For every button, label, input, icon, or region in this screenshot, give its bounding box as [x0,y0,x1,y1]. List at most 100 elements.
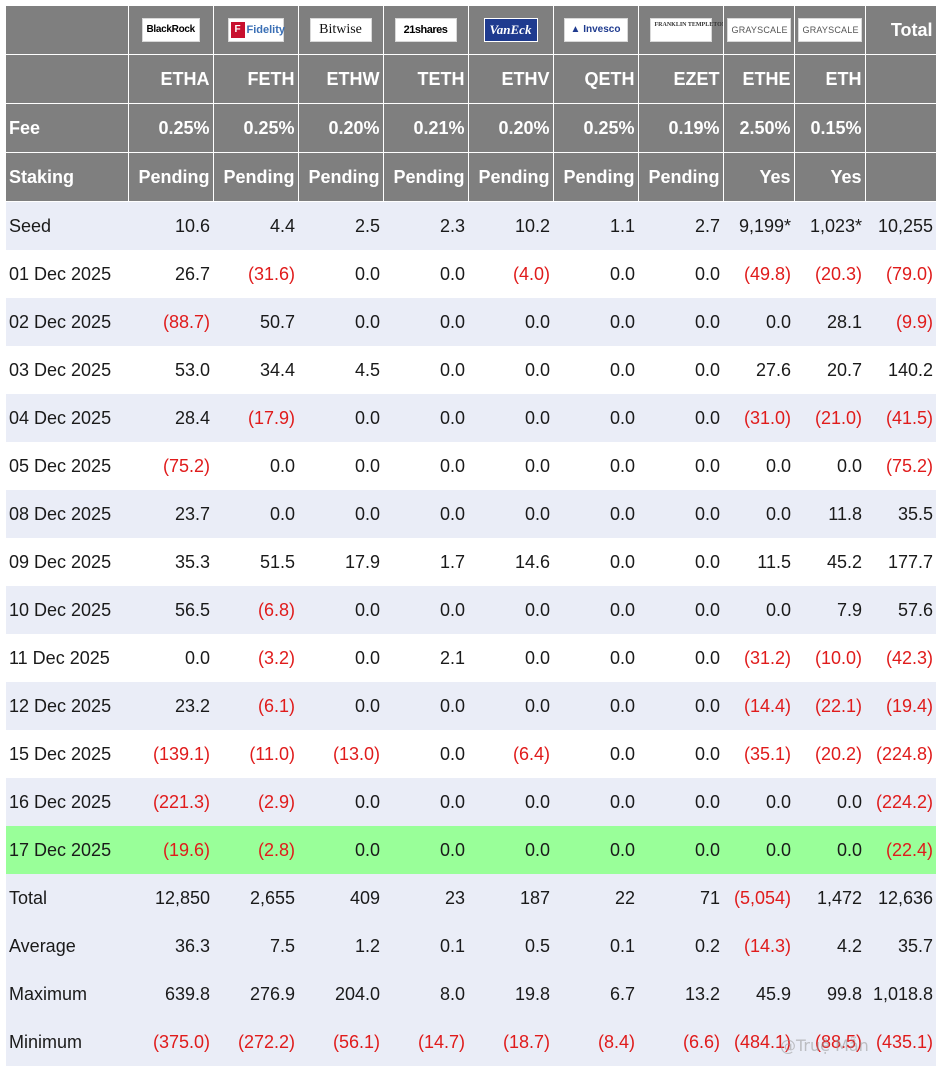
total-cell: (42.3) [865,634,936,682]
value-cell: 276.9 [213,970,298,1018]
table-row: Maximum 639.8 276.9 204.0 8.0 19.8 6.7 13.2 45.9… [6,970,936,1018]
value-cell: 4.5 [298,346,383,394]
fee-row: Fee 0.25% 0.25% 0.20% 0.21% 0.20% 0.25% … [6,103,937,153]
value-cell: 0.0 [383,394,468,442]
value-cell: (13.0) [298,730,383,778]
franklin-templeton-logo: FRANKLIN TEMPLETON [649,18,722,42]
invesco-logo: ▲ Invesco [563,18,628,42]
21shares-logo: 21shares [394,18,457,42]
value-cell: 1,023* [794,201,865,250]
table-row: Total 12,850 2,655 409 23 187 22 71 (5,054) 1,472… [6,874,936,922]
ticker-cell: QETH [553,54,639,104]
value-cell: 2.7 [638,201,723,250]
value-cell: 639.8 [128,970,213,1018]
staking-cell: Yes [794,152,866,202]
value-cell: 0.0 [553,490,638,538]
grayscale-logo: GRAYSCALE [726,18,791,42]
value-cell: 4.2 [794,922,865,970]
total-column-header: Total [865,6,937,55]
value-cell: 0.0 [383,250,468,298]
row-label: Seed [6,201,128,250]
staking-cell: Yes [723,152,795,202]
value-cell: 0.0 [298,682,383,730]
value-cell: 409 [298,874,383,922]
value-cell: 0.0 [468,778,553,826]
value-cell: 2,655 [213,874,298,922]
fee-total-cell [865,103,937,153]
invesco-logo-cell: ▲ Invesco [553,6,639,55]
value-cell: 1.1 [553,201,638,250]
value-cell: 0.0 [553,394,638,442]
fee-cell: 0.20% [468,103,554,153]
value-cell: 17.9 [298,538,383,586]
value-cell: 56.5 [128,586,213,634]
value-cell: 0.0 [638,298,723,346]
table-row-highlighted: 17 Dec 2025 (19.6) (2.8) 0.0 0.0 0.0 0.0 0.0 0.0… [6,826,936,874]
value-cell: (88.5) [794,1018,865,1066]
value-cell: (8.4) [553,1018,638,1066]
table-row: 02 Dec 2025 (88.7) 50.7 0.0 0.0 0.0 0.0 0.0 0.0 2… [6,298,936,346]
value-cell: (4.0) [468,250,553,298]
value-cell: 0.0 [723,586,794,634]
value-cell: 0.0 [638,778,723,826]
value-cell: 0.0 [638,394,723,442]
row-label: 04 Dec 2025 [6,394,128,442]
row-label: Total [6,874,128,922]
value-cell: (17.9) [213,394,298,442]
staking-row: Staking Pending Pending Pending Pending … [6,152,937,202]
value-cell: (14.4) [723,682,794,730]
value-cell: 0.0 [298,394,383,442]
total-cell: (41.5) [865,394,936,442]
value-cell: 1,472 [794,874,865,922]
table-row: 08 Dec 2025 23.7 0.0 0.0 0.0 0.0 0.0 0.0 0.0 11.8… [6,490,936,538]
value-cell: (18.7) [468,1018,553,1066]
value-cell: (31.2) [723,634,794,682]
value-cell: 204.0 [298,970,383,1018]
total-cell: 57.6 [865,586,936,634]
value-cell: 28.4 [128,394,213,442]
value-cell: 34.4 [213,346,298,394]
value-cell: 0.0 [383,826,468,874]
row-label: 15 Dec 2025 [6,730,128,778]
value-cell: 23 [383,874,468,922]
fee-cell: 0.25% [553,103,639,153]
value-cell: 0.0 [723,442,794,490]
total-cell: (224.8) [865,730,936,778]
value-cell: (56.1) [298,1018,383,1066]
value-cell: (6.1) [213,682,298,730]
total-cell: (9.9) [865,298,936,346]
value-cell: (21.0) [794,394,865,442]
value-cell: 0.0 [383,490,468,538]
value-cell: 0.0 [468,394,553,442]
value-cell: (19.6) [128,826,213,874]
value-cell: 0.0 [638,586,723,634]
value-cell: 0.0 [128,634,213,682]
total-cell: (79.0) [865,250,936,298]
value-cell: 0.0 [213,442,298,490]
value-cell: 0.0 [553,682,638,730]
value-cell: 10.6 [128,201,213,250]
value-cell: (139.1) [128,730,213,778]
fidelity-f-icon: F [230,22,245,39]
staking-cell: Pending [213,152,299,202]
value-cell: 0.0 [638,730,723,778]
value-cell: 2.1 [383,634,468,682]
ticker-cell: ETHW [298,54,384,104]
value-cell: (35.1) [723,730,794,778]
value-cell: 0.0 [298,634,383,682]
fee-cell: 0.19% [638,103,724,153]
value-cell: 0.0 [298,490,383,538]
table-row: 05 Dec 2025 (75.2) 0.0 0.0 0.0 0.0 0.0 0.0 0.0 0.… [6,442,936,490]
grayscale-logo-cell-ethe: GRAYSCALE [723,6,795,55]
value-cell: (31.6) [213,250,298,298]
value-cell: 0.0 [468,634,553,682]
table-row: 01 Dec 2025 26.7 (31.6) 0.0 0.0 (4.0) 0.0 0.0 (4… [6,250,936,298]
total-cell: 1,018.8 [865,970,936,1018]
value-cell: 0.0 [723,778,794,826]
total-cell: 177.7 [865,538,936,586]
blackrock-logo: BlackRock [141,18,200,42]
value-cell: 23.7 [128,490,213,538]
ticker-cell: FETH [213,54,299,104]
value-cell: 19.8 [468,970,553,1018]
value-cell: 0.0 [723,826,794,874]
